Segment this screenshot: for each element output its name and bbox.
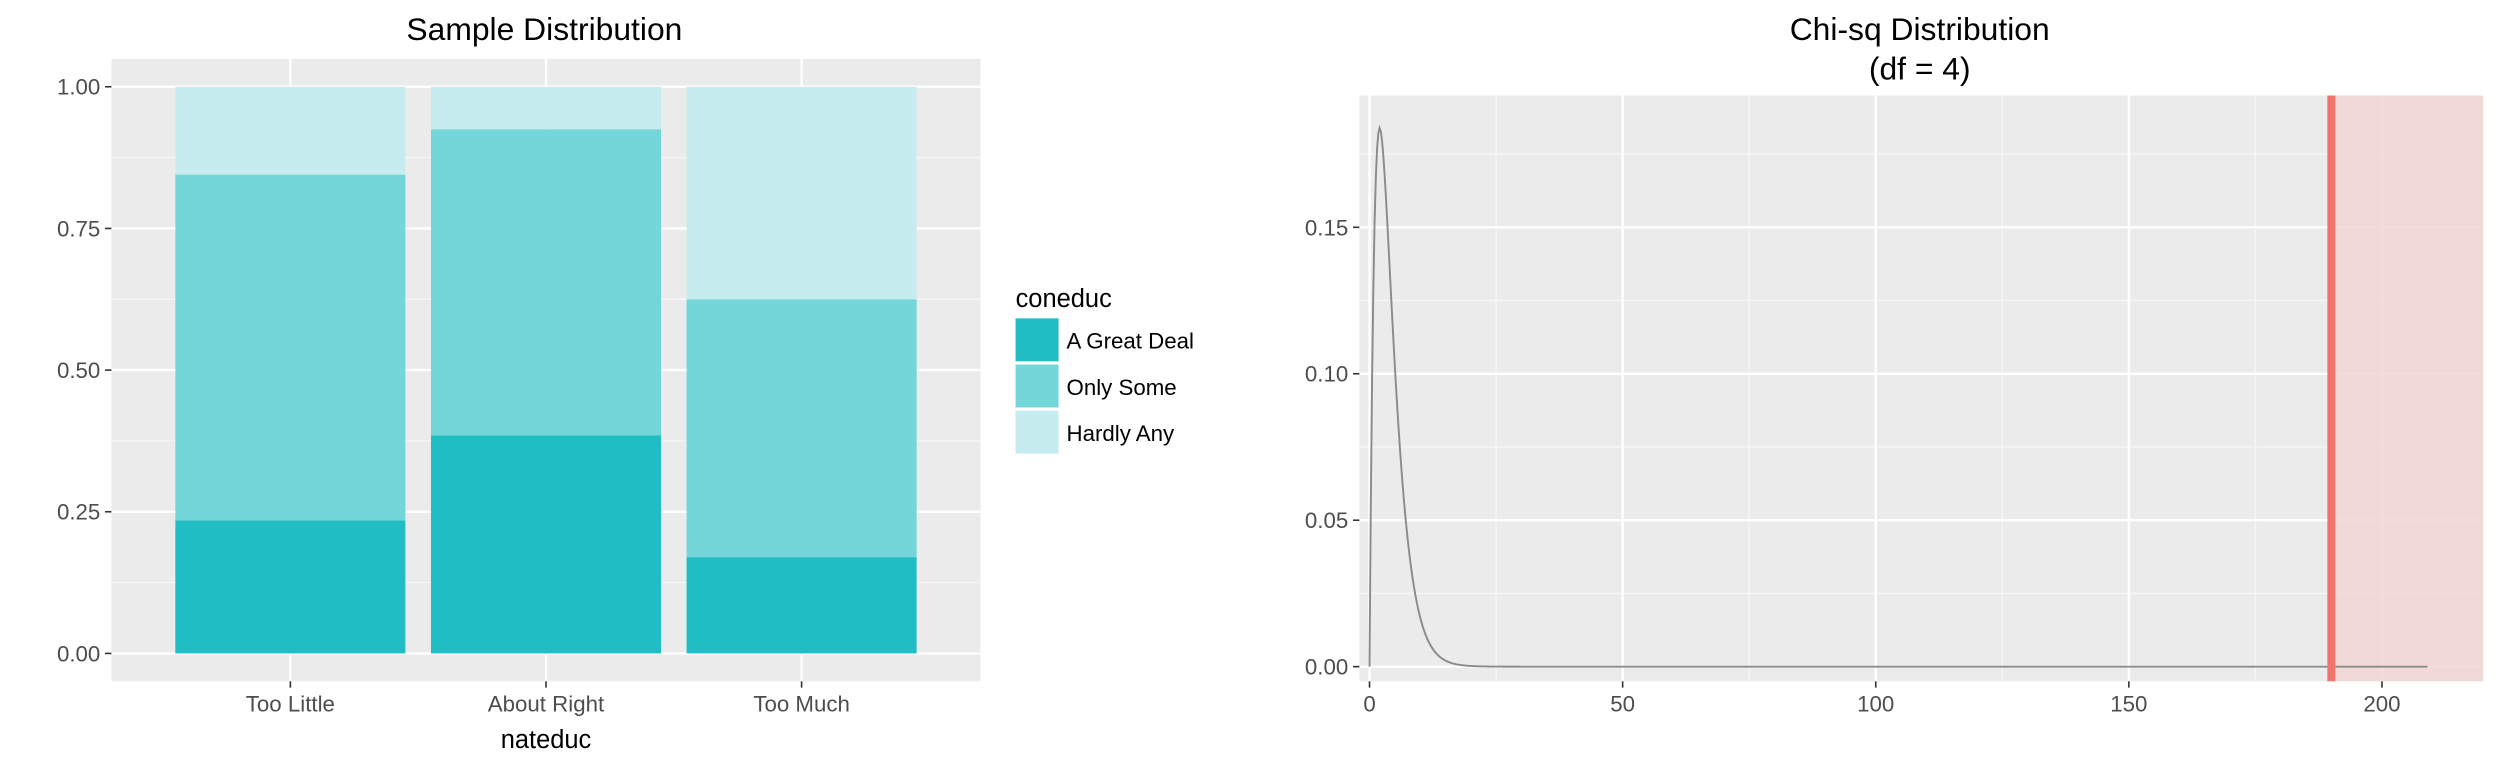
y-tick-label: 0.25 <box>57 500 100 525</box>
chart-title-line-2: (df = 4) <box>1869 51 1971 87</box>
legend-label: A Great Deal <box>1067 329 1194 354</box>
x-tick-label: 200 <box>2363 692 2400 717</box>
x-axis: 0 50 100 150 200 <box>1363 681 2401 717</box>
legend-swatch <box>1015 410 1059 454</box>
legend-label: Only Some <box>1067 375 1177 400</box>
y-tick-label: 0.05 <box>1305 508 1348 533</box>
y-tick-label: 0.00 <box>57 641 100 666</box>
bar-segment <box>430 86 662 130</box>
legend-swatch <box>1015 364 1059 408</box>
y-tick-label: 0.00 <box>1305 655 1348 680</box>
chi-sq-density-line <box>1368 124 2428 668</box>
x-axis-label: nateduc <box>501 726 592 754</box>
density-curve <box>1368 124 2428 668</box>
bar-segment <box>430 435 662 654</box>
bar-segment <box>175 86 406 175</box>
y-tick-label: 0.15 <box>1305 215 1348 240</box>
y-tick-label: 0.50 <box>57 358 100 383</box>
legend-label: Hardly Any <box>1067 421 1176 446</box>
y-axis: 0.00 0.25 0.50 0.75 1.00 <box>57 75 112 666</box>
bars <box>175 86 917 654</box>
y-tick-label: 1.00 <box>57 75 100 100</box>
bar-segment <box>686 86 917 300</box>
x-tick-label: 50 <box>1610 692 1635 717</box>
bar-segment <box>175 520 406 654</box>
y-tick-label: 0.10 <box>1305 362 1348 387</box>
y-axis: 0.00 0.05 0.10 0.15 <box>1305 215 1360 680</box>
x-axis: Too Little About Right Too Much <box>246 681 850 717</box>
x-tick-label: 100 <box>1857 692 1894 717</box>
x-tick-label: 150 <box>2110 692 2147 717</box>
chart-title: Sample Distribution <box>406 11 682 47</box>
x-tick-label: 0 <box>1363 692 1375 717</box>
legend: coneduc A Great Deal Only Some Hardly Any <box>1015 285 1194 454</box>
rejection-region-shade <box>2331 95 2484 682</box>
rejection-region <box>2331 95 2484 682</box>
bar-segment <box>430 129 662 436</box>
x-tick-label: Too Little <box>246 692 335 717</box>
sample-distribution-chart: Sample Distribution 0.00 0.25 0.50 0.75 1.00… <box>57 11 1194 754</box>
bar-segment <box>686 299 917 558</box>
legend-title: coneduc <box>1016 285 1113 313</box>
legend-items: A Great Deal Only Some Hardly Any <box>1015 318 1194 454</box>
x-tick-label: About Right <box>488 692 605 717</box>
bar-segment <box>175 174 406 521</box>
y-tick-label: 0.75 <box>57 216 100 241</box>
chart-title-line-1: Chi-sq Distribution <box>1790 11 2050 47</box>
chi-sq-distribution-chart: Chi-sq Distribution (df = 4) 0.00 0.05 0.1… <box>1305 11 2484 717</box>
legend-swatch <box>1015 318 1059 362</box>
bar-segment <box>686 557 917 654</box>
x-tick-label: Too Much <box>753 692 850 717</box>
plot-panel <box>1359 95 2484 682</box>
